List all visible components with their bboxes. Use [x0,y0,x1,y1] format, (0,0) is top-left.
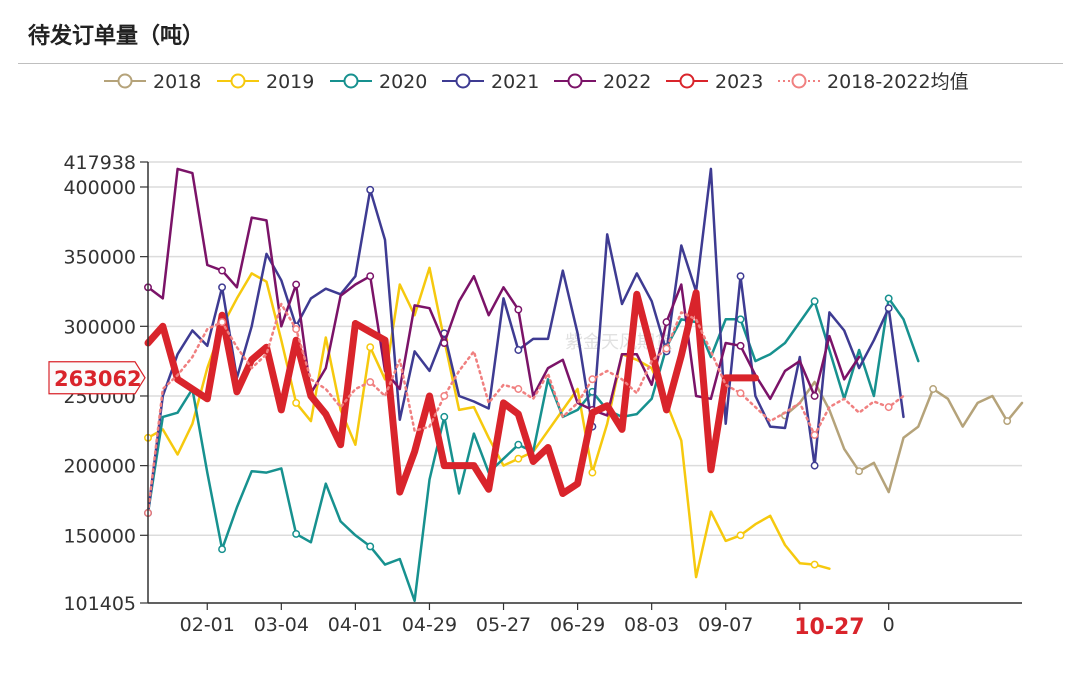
series-line-2023 [144,289,759,497]
data-point [292,280,301,289]
legend-item-2018[interactable]: 2018 [104,71,201,93]
series-line-2018-2022- [146,302,905,515]
x-tick-label: 0 [883,614,895,636]
data-point [218,266,227,275]
data-point [588,468,597,477]
y-pointer-badge [48,361,146,395]
y-axis-labels: 1014051500002000002500003000003500004000… [63,152,136,615]
legend-marker-icon [455,73,471,89]
data-point [218,545,227,554]
x-pointer-label: 10-27 [794,615,864,640]
data-point [1003,417,1012,426]
series-line-2018 [783,380,1024,494]
x-tick-label: 04-29 [402,614,457,636]
legend-item-2023[interactable]: 2023 [666,71,763,93]
legend-marker-icon [679,73,695,89]
title-divider [18,63,1063,64]
y-tick-label: 200000 [63,456,136,478]
data-point [810,560,819,569]
y-pointer-label: 263062 [54,367,142,391]
legend-item-2019[interactable]: 2019 [217,71,314,93]
series-2023 [144,289,759,497]
legend-label: 2018 [153,71,201,93]
legend-label: 2023 [715,71,763,93]
data-point [736,531,745,540]
legend-item-2018-2022-[interactable]: 2018-2022均值 [778,71,969,93]
chart-title: 待发订单量（吨） [28,24,205,49]
data-point [292,529,301,538]
x-tick-label: 05-27 [476,614,531,636]
data-point [292,398,301,407]
legend-item-2021[interactable]: 2021 [442,71,539,93]
legend-marker-icon [567,73,583,89]
data-point [292,325,301,334]
data-point [366,185,375,194]
data-point [884,403,893,412]
series-2022 [144,167,861,417]
data-point [736,272,745,281]
data-point [929,385,938,393]
data-point [662,344,671,353]
legend-item-2022[interactable]: 2022 [554,71,651,93]
data-point [218,318,227,327]
data-point [366,272,375,281]
x-tick-label: 09-07 [698,614,753,636]
x-pointer-badge [789,611,870,641]
legend-label: 2021 [491,71,539,93]
data-point [884,304,893,313]
y-tick-label: 417938 [63,152,136,174]
legend-marker-icon [791,73,807,89]
x-tick-label: 03-04 [254,614,309,636]
data-point [662,318,671,327]
data-point [736,341,745,350]
x-tick-label: 06-29 [550,614,605,636]
series-line-2020 [146,297,920,603]
data-point [514,385,523,393]
x-tick-label: 04-01 [328,614,383,636]
axis-pointer: 263062 10-27 [48,361,870,641]
data-point [810,431,819,439]
data-point [514,346,523,354]
x-tick-label: 02-01 [180,614,235,636]
data-point [440,412,449,421]
legend-marker-icon [117,73,133,89]
y-tick-label: 350000 [63,247,136,269]
data-point [366,542,375,551]
series-layer [144,167,1024,603]
data-point [810,392,819,400]
data-point [884,294,893,303]
legend-item-2020[interactable]: 2020 [330,71,427,93]
data-point [218,283,227,292]
x-tick-label: 08-03 [624,614,679,636]
data-point [514,454,523,463]
data-point [810,297,819,306]
data-point [736,389,745,398]
legend-label: 2022 [603,71,651,93]
legend: 2018 2019 2020 2021 2022 2023 2018-2022均值 [104,71,969,93]
legend-label: 2019 [266,71,314,93]
data-point [588,375,597,384]
x-axis-labels: 02-01 03-04 04-01 04-29 05-27 06-29 08-03 09-07… [180,614,895,636]
data-point [514,440,523,449]
data-point [366,378,375,386]
y-tick-label: 300000 [63,316,136,338]
data-point [855,467,864,476]
data-point [810,461,819,470]
legend-marker-icon [343,73,359,89]
y-tick-label: 101405 [63,593,136,615]
axes [147,162,1022,610]
y-tick-label: 400000 [63,177,136,199]
y-tick-label: 150000 [63,525,136,547]
legend-marker-icon [230,73,246,89]
legend-label: 2020 [379,71,427,93]
data-point [366,343,375,352]
data-point [736,315,745,324]
legend-label: 2018-2022均值 [827,71,969,93]
data-point [440,392,449,400]
data-point [514,305,523,314]
data-point [440,339,449,347]
